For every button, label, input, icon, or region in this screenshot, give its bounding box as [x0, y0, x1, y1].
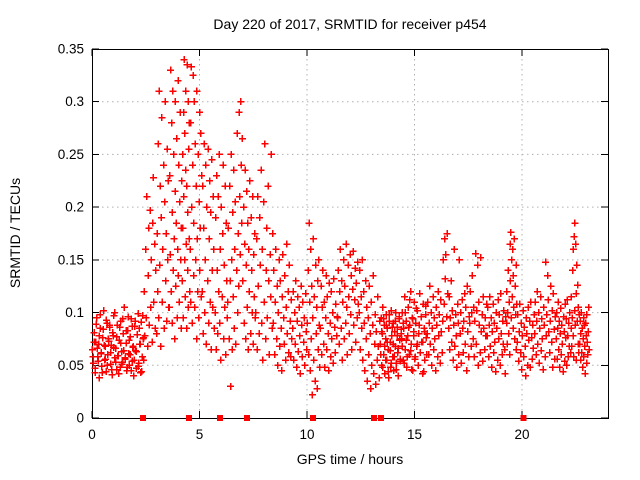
square-marker-flagged-epochs — [139, 415, 146, 421]
chart-title: Day 220 of 2017, SRMTID for receiver p45… — [213, 16, 487, 32]
y-tick-label: 0 — [76, 411, 84, 426]
y-tick-label: 0.35 — [58, 42, 84, 57]
x-axis-label: GPS time / hours — [296, 451, 404, 467]
scatter-points-srmtid — [88, 56, 593, 399]
y-axis-label: SRMTID / TECUs — [7, 177, 23, 289]
square-marker-flagged-epochs — [244, 415, 251, 421]
y-tick-label: 0.3 — [65, 94, 84, 109]
x-tick-label: 10 — [299, 427, 314, 442]
plot-border — [92, 49, 609, 419]
square-marker-flagged-epochs — [520, 415, 527, 421]
x-tick-label: 5 — [196, 427, 204, 442]
x-tick-label: 0 — [88, 427, 96, 442]
square-marker-flagged-epochs — [377, 415, 384, 421]
x-tick-label: 15 — [407, 427, 422, 442]
square-marker-flagged-epochs — [185, 415, 192, 421]
square-marker-flagged-epochs — [310, 415, 317, 421]
y-tick-label: 0.05 — [58, 358, 84, 373]
y-tick-label: 0.15 — [58, 252, 84, 267]
square-marker-flagged-epochs — [216, 415, 223, 421]
y-tick-label: 0.1 — [65, 305, 84, 320]
y-tick-label: 0.25 — [58, 147, 84, 162]
square-marker-flagged-epochs — [371, 415, 378, 421]
x-tick-label: 20 — [514, 427, 529, 442]
y-tick-label: 0.2 — [65, 200, 84, 215]
